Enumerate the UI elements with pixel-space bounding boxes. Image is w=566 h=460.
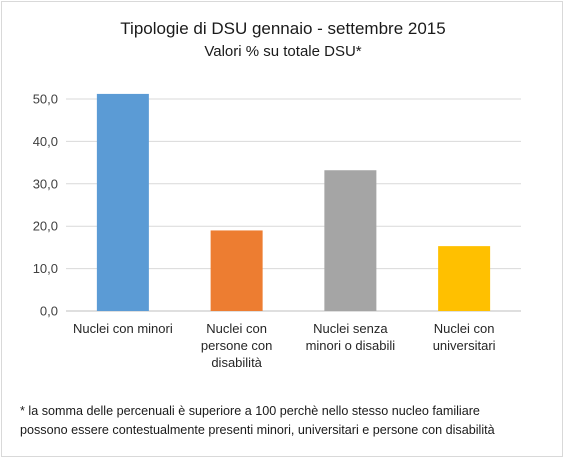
y-tick-label: 0,0 xyxy=(40,304,58,319)
bar-chart: 0,0 10,0 20,0 30,0 40,0 50,0 Nuclei con minori… xyxy=(33,92,521,370)
y-tick-label: 50,0 xyxy=(33,92,58,107)
x-category-label: Nuclei con minori xyxy=(73,321,173,336)
x-category-label: Nuclei senza xyxy=(313,321,388,336)
bar xyxy=(96,93,149,311)
x-category-label: disabilità xyxy=(211,355,262,370)
footnote-line-1: * la somma delle percenuali è superiore … xyxy=(20,404,480,418)
chart-subtitle: Valori % su totale DSU* xyxy=(204,43,362,60)
x-category-label: minori o disabili xyxy=(306,338,396,353)
y-tick-label: 30,0 xyxy=(33,176,58,191)
x-category-label: persone con xyxy=(201,338,273,353)
y-tick-label: 40,0 xyxy=(33,134,58,149)
bar xyxy=(438,246,491,311)
footnote-line-2: possono essere contestualmente presenti … xyxy=(20,423,495,437)
y-tick-label: 20,0 xyxy=(33,219,58,234)
chart-title: Tipologie di DSU gennaio - settembre 201… xyxy=(120,19,446,38)
footnote: * la somma delle percenuali è superiore … xyxy=(20,402,560,440)
y-tick-label: 10,0 xyxy=(33,261,58,276)
bar xyxy=(324,170,377,311)
bar xyxy=(210,230,263,311)
x-category-label: Nuclei con xyxy=(434,321,495,336)
x-category-label: Nuclei con xyxy=(206,321,267,336)
x-category-label: universitari xyxy=(433,338,496,353)
